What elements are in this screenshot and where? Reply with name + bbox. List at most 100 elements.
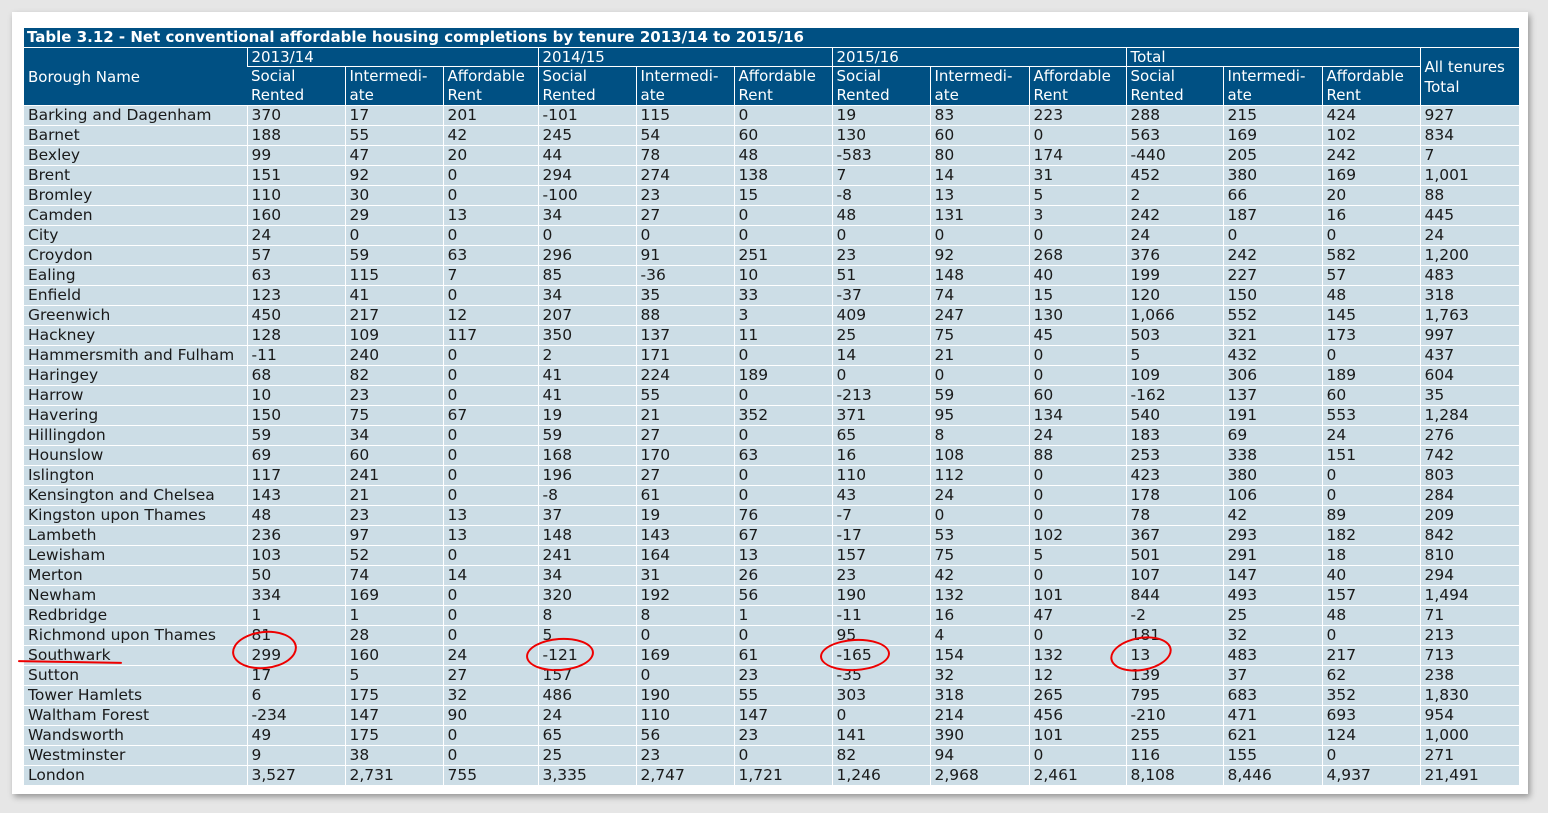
value-cell: 40 xyxy=(1028,265,1126,286)
value-cell: 31 xyxy=(635,565,734,586)
value-cell: 0 xyxy=(344,225,443,246)
value-cell: 0 xyxy=(1028,365,1126,386)
value-cell: 224 xyxy=(635,365,734,386)
value-cell: 42 xyxy=(442,125,538,146)
value-cell: 276 xyxy=(1419,425,1520,446)
value-cell: 471 xyxy=(1222,705,1322,726)
value-cell: 24 xyxy=(1419,225,1520,246)
value-cell: 5 xyxy=(1028,185,1126,206)
value-cell: 223 xyxy=(1028,105,1126,126)
value-cell: 456 xyxy=(1028,705,1126,726)
value-cell: 352 xyxy=(1321,685,1420,706)
value-cell: 178 xyxy=(1125,485,1223,506)
value-cell: 376 xyxy=(1125,245,1223,266)
value-cell: 367 xyxy=(1125,525,1223,546)
value-cell: 380 xyxy=(1222,165,1322,186)
value-cell: 6 xyxy=(246,685,345,706)
value-cell: 173 xyxy=(1321,325,1420,346)
table-row: Bromley 110 30 0 -100 23 15 -8 13 5 2 66 20 88 xyxy=(24,185,1520,206)
table-row: Sutton 17 5 27 157 0 23 -35 32 12 139 37 62 238 xyxy=(24,665,1520,686)
value-cell: 242 xyxy=(1222,245,1322,266)
borough-name-cell: Hounslow xyxy=(24,445,247,466)
tenure-subheader: Affordable Rent xyxy=(1321,66,1420,106)
value-cell: -11 xyxy=(246,345,345,366)
value-cell: 0 xyxy=(733,465,832,486)
value-cell: 10 xyxy=(733,265,832,286)
value-cell: 0 xyxy=(929,365,1029,386)
table-row: Merton 50 74 14 34 31 26 23 42 0 107 147 40 294 xyxy=(24,565,1520,586)
value-cell: 83 xyxy=(929,105,1029,126)
value-cell: 48 xyxy=(831,205,930,226)
value-cell: 227 xyxy=(1222,265,1322,286)
value-cell: 99 xyxy=(246,145,345,166)
year-group-header: 2015/16 xyxy=(831,47,1126,67)
value-cell: 7 xyxy=(442,265,538,286)
value-cell: 1,200 xyxy=(1419,245,1520,266)
value-cell: -17 xyxy=(831,525,930,546)
value-cell: 171 xyxy=(635,345,734,366)
table-row: Hounslow 69 60 0 168 170 63 16 108 88 253 338 151 742 xyxy=(24,445,1520,466)
value-cell: 109 xyxy=(1125,365,1223,386)
table-row: Wandsworth 49 175 0 65 56 23 141 390 101 255 621 124… xyxy=(24,725,1520,746)
value-cell: 437 xyxy=(1419,345,1520,366)
value-cell: 3,335 xyxy=(537,765,636,785)
value-cell: 21 xyxy=(344,485,443,506)
value-cell: 713 xyxy=(1419,645,1520,666)
housing-completions-table: Table 3.12 - Net conventional affordable… xyxy=(24,28,1520,785)
table-row: Kensington and Chelsea 143 21 0 -8 61 0 43 24 0 17… xyxy=(24,485,1520,506)
value-cell: 61 xyxy=(635,485,734,506)
borough-name-cell: Waltham Forest xyxy=(24,705,247,726)
value-cell: 238 xyxy=(1419,665,1520,686)
value-cell: 63 xyxy=(246,265,345,286)
tenure-subheader: Affordable Rent xyxy=(442,66,538,106)
value-cell: -583 xyxy=(831,145,930,166)
value-cell: 55 xyxy=(733,685,832,706)
value-cell: 1,830 xyxy=(1419,685,1520,706)
tenure-subheader: Intermedi- ate xyxy=(1222,66,1322,106)
value-cell: 621 xyxy=(1222,725,1322,746)
value-cell: 265 xyxy=(1028,685,1126,706)
value-cell: 321 xyxy=(1222,325,1322,346)
value-cell: 274 xyxy=(635,165,734,186)
borough-name-cell: Bromley xyxy=(24,185,247,206)
value-cell: 19 xyxy=(831,105,930,126)
value-cell: 48 xyxy=(1321,605,1420,626)
value-cell: 34 xyxy=(537,285,636,306)
value-cell: -101 xyxy=(537,105,636,126)
value-cell: 151 xyxy=(246,165,345,186)
value-cell: 32 xyxy=(1222,625,1322,646)
value-cell: 209 xyxy=(1419,505,1520,526)
value-cell: 74 xyxy=(929,285,1029,306)
value-cell: 0 xyxy=(733,105,832,126)
value-cell: 0 xyxy=(1028,345,1126,366)
value-cell: 48 xyxy=(733,145,832,166)
value-cell: 199 xyxy=(1125,265,1223,286)
value-cell: 15 xyxy=(733,185,832,206)
value-cell: 78 xyxy=(635,145,734,166)
value-cell: 169 xyxy=(1321,165,1420,186)
value-cell: 0 xyxy=(1028,565,1126,586)
value-cell: 5 xyxy=(344,665,443,686)
value-cell: 2,968 xyxy=(929,765,1029,785)
value-cell: 88 xyxy=(1419,185,1520,206)
table-row: Enfield 123 41 0 34 35 33 -37 74 15 120 150 48 318 xyxy=(24,285,1520,306)
value-cell: 997 xyxy=(1419,325,1520,346)
value-cell: 32 xyxy=(442,685,538,706)
value-cell: 16 xyxy=(831,445,930,466)
table-row: Hillingdon 59 34 0 59 27 0 65 8 24 183 69 24 276 xyxy=(24,425,1520,446)
borough-name-cell: Barnet xyxy=(24,125,247,146)
value-cell: 59 xyxy=(929,385,1029,406)
value-cell: 34 xyxy=(537,205,636,226)
value-cell: 174 xyxy=(1028,145,1126,166)
value-cell: -234 xyxy=(246,705,345,726)
value-cell: 217 xyxy=(344,305,443,326)
value-cell: 92 xyxy=(344,165,443,186)
value-cell: 145 xyxy=(1321,305,1420,326)
value-cell: 13 xyxy=(1125,645,1223,666)
value-cell: 45 xyxy=(1028,325,1126,346)
value-cell: 0 xyxy=(1321,465,1420,486)
year-group-header: 2014/15 xyxy=(537,47,832,67)
table-row: Camden 160 29 13 34 27 0 48 131 3 242 187 16 445 xyxy=(24,205,1520,226)
value-cell: 27 xyxy=(442,665,538,686)
value-cell: 795 xyxy=(1125,685,1223,706)
